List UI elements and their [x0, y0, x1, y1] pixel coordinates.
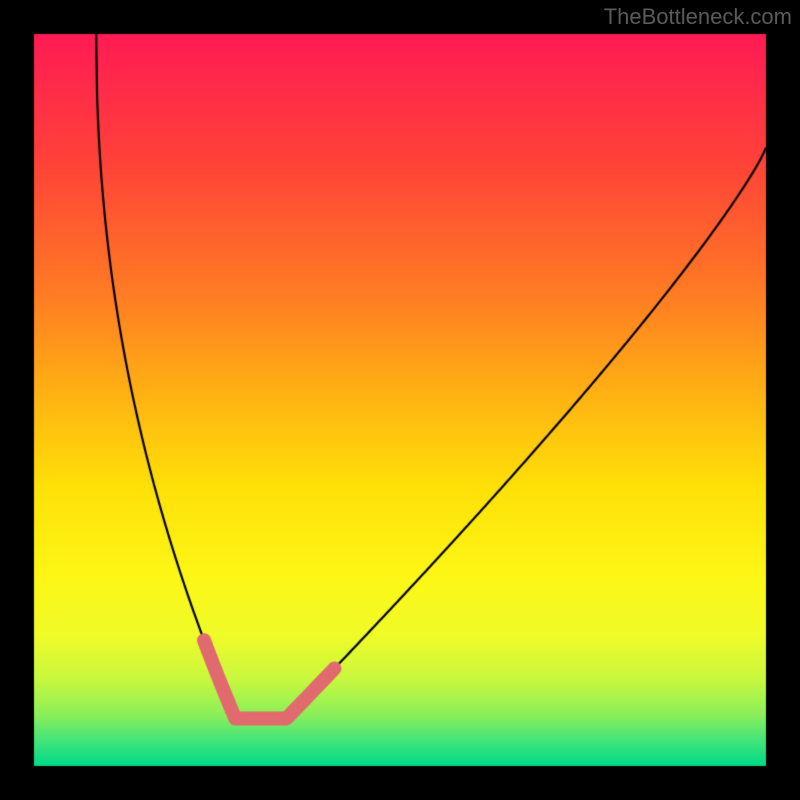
- highlight-markers: [0, 0, 800, 800]
- watermark-text: TheBottleneck.com: [604, 4, 792, 30]
- chart-root: TheBottleneck.com: [0, 0, 800, 800]
